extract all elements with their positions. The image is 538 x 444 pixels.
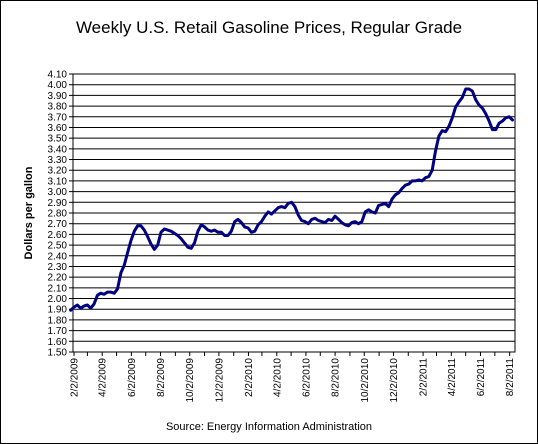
y-tick-label: 2.80	[48, 209, 68, 220]
series-line-gasoline-price	[69, 87, 514, 312]
x-tick-label: 4/2/2010	[272, 358, 283, 397]
x-tick-label: 4/2/2009	[98, 358, 109, 397]
y-tick-label: 2.30	[48, 262, 68, 273]
y-tick-label: 2.70	[48, 219, 68, 230]
y-axis-title: Dollars per gallon	[23, 166, 35, 259]
y-tick-label: 4.00	[48, 80, 68, 91]
x-tick-label: 10/2/2010	[360, 358, 371, 403]
y-tick-label: 3.50	[48, 134, 68, 145]
x-tick-label: 8/2/2011	[505, 358, 516, 397]
y-tick-label: 3.90	[48, 91, 68, 102]
y-axis: 1.501.601.701.801.902.002.102.202.302.40…	[48, 70, 73, 359]
y-tick-label: 3.10	[48, 176, 68, 187]
y-tick-label: 2.50	[48, 241, 68, 252]
x-tick-label: 6/2/2011	[476, 358, 487, 397]
y-tick-label: 3.30	[48, 155, 68, 166]
x-tick-label: 12/2/2009	[214, 358, 225, 403]
x-tick-label: 2/2/2011	[419, 358, 430, 397]
x-tick-label: 10/2/2009	[185, 358, 196, 403]
x-axis: 2/2/2009 4/2/2009 6/2/2009 8/2/2009 10/2/200…	[70, 352, 516, 403]
y-tick-label: 1.80	[48, 315, 68, 326]
x-tick-label: 6/2/2009	[127, 358, 138, 397]
x-tick-label: 2/2/2009	[70, 358, 81, 397]
y-tick-label: 1.70	[48, 326, 68, 337]
y-tick-label: 2.90	[48, 198, 68, 209]
y-tick-label: 3.00	[48, 187, 68, 198]
y-tick-label: 2.00	[48, 294, 68, 305]
y-tick-label: 2.10	[48, 283, 68, 294]
x-tick-label: 12/2/2010	[389, 358, 400, 403]
y-tick-label: 4.10	[48, 70, 68, 81]
y-tick-label: 3.20	[48, 166, 68, 177]
y-tick-label: 2.40	[48, 251, 68, 262]
y-tick-label: 3.80	[48, 102, 68, 113]
x-tick-label: 6/2/2010	[301, 358, 312, 397]
y-tick-label: 2.60	[48, 230, 68, 241]
x-tick-label: 4/2/2011	[447, 358, 458, 397]
y-tick-label: 3.60	[48, 123, 68, 134]
x-tick-label: 2/2/2010	[244, 358, 255, 397]
chart-title: Weekly U.S. Retail Gasoline Prices, Regu…	[75, 18, 463, 37]
y-tick-label: 1.60	[48, 337, 68, 348]
y-tick-label: 3.40	[48, 144, 68, 155]
x-tick-label: 8/2/2009	[156, 358, 167, 397]
y-tick-label: 3.70	[48, 112, 68, 123]
gridlines	[73, 73, 515, 353]
x-tick-label: 8/2/2010	[331, 358, 342, 397]
y-tick-label: 1.90	[48, 305, 68, 316]
chart-source: Source: Energy Information Administratio…	[165, 421, 373, 433]
y-tick-label: 1.50	[48, 348, 68, 359]
y-tick-label: 2.20	[48, 273, 68, 284]
